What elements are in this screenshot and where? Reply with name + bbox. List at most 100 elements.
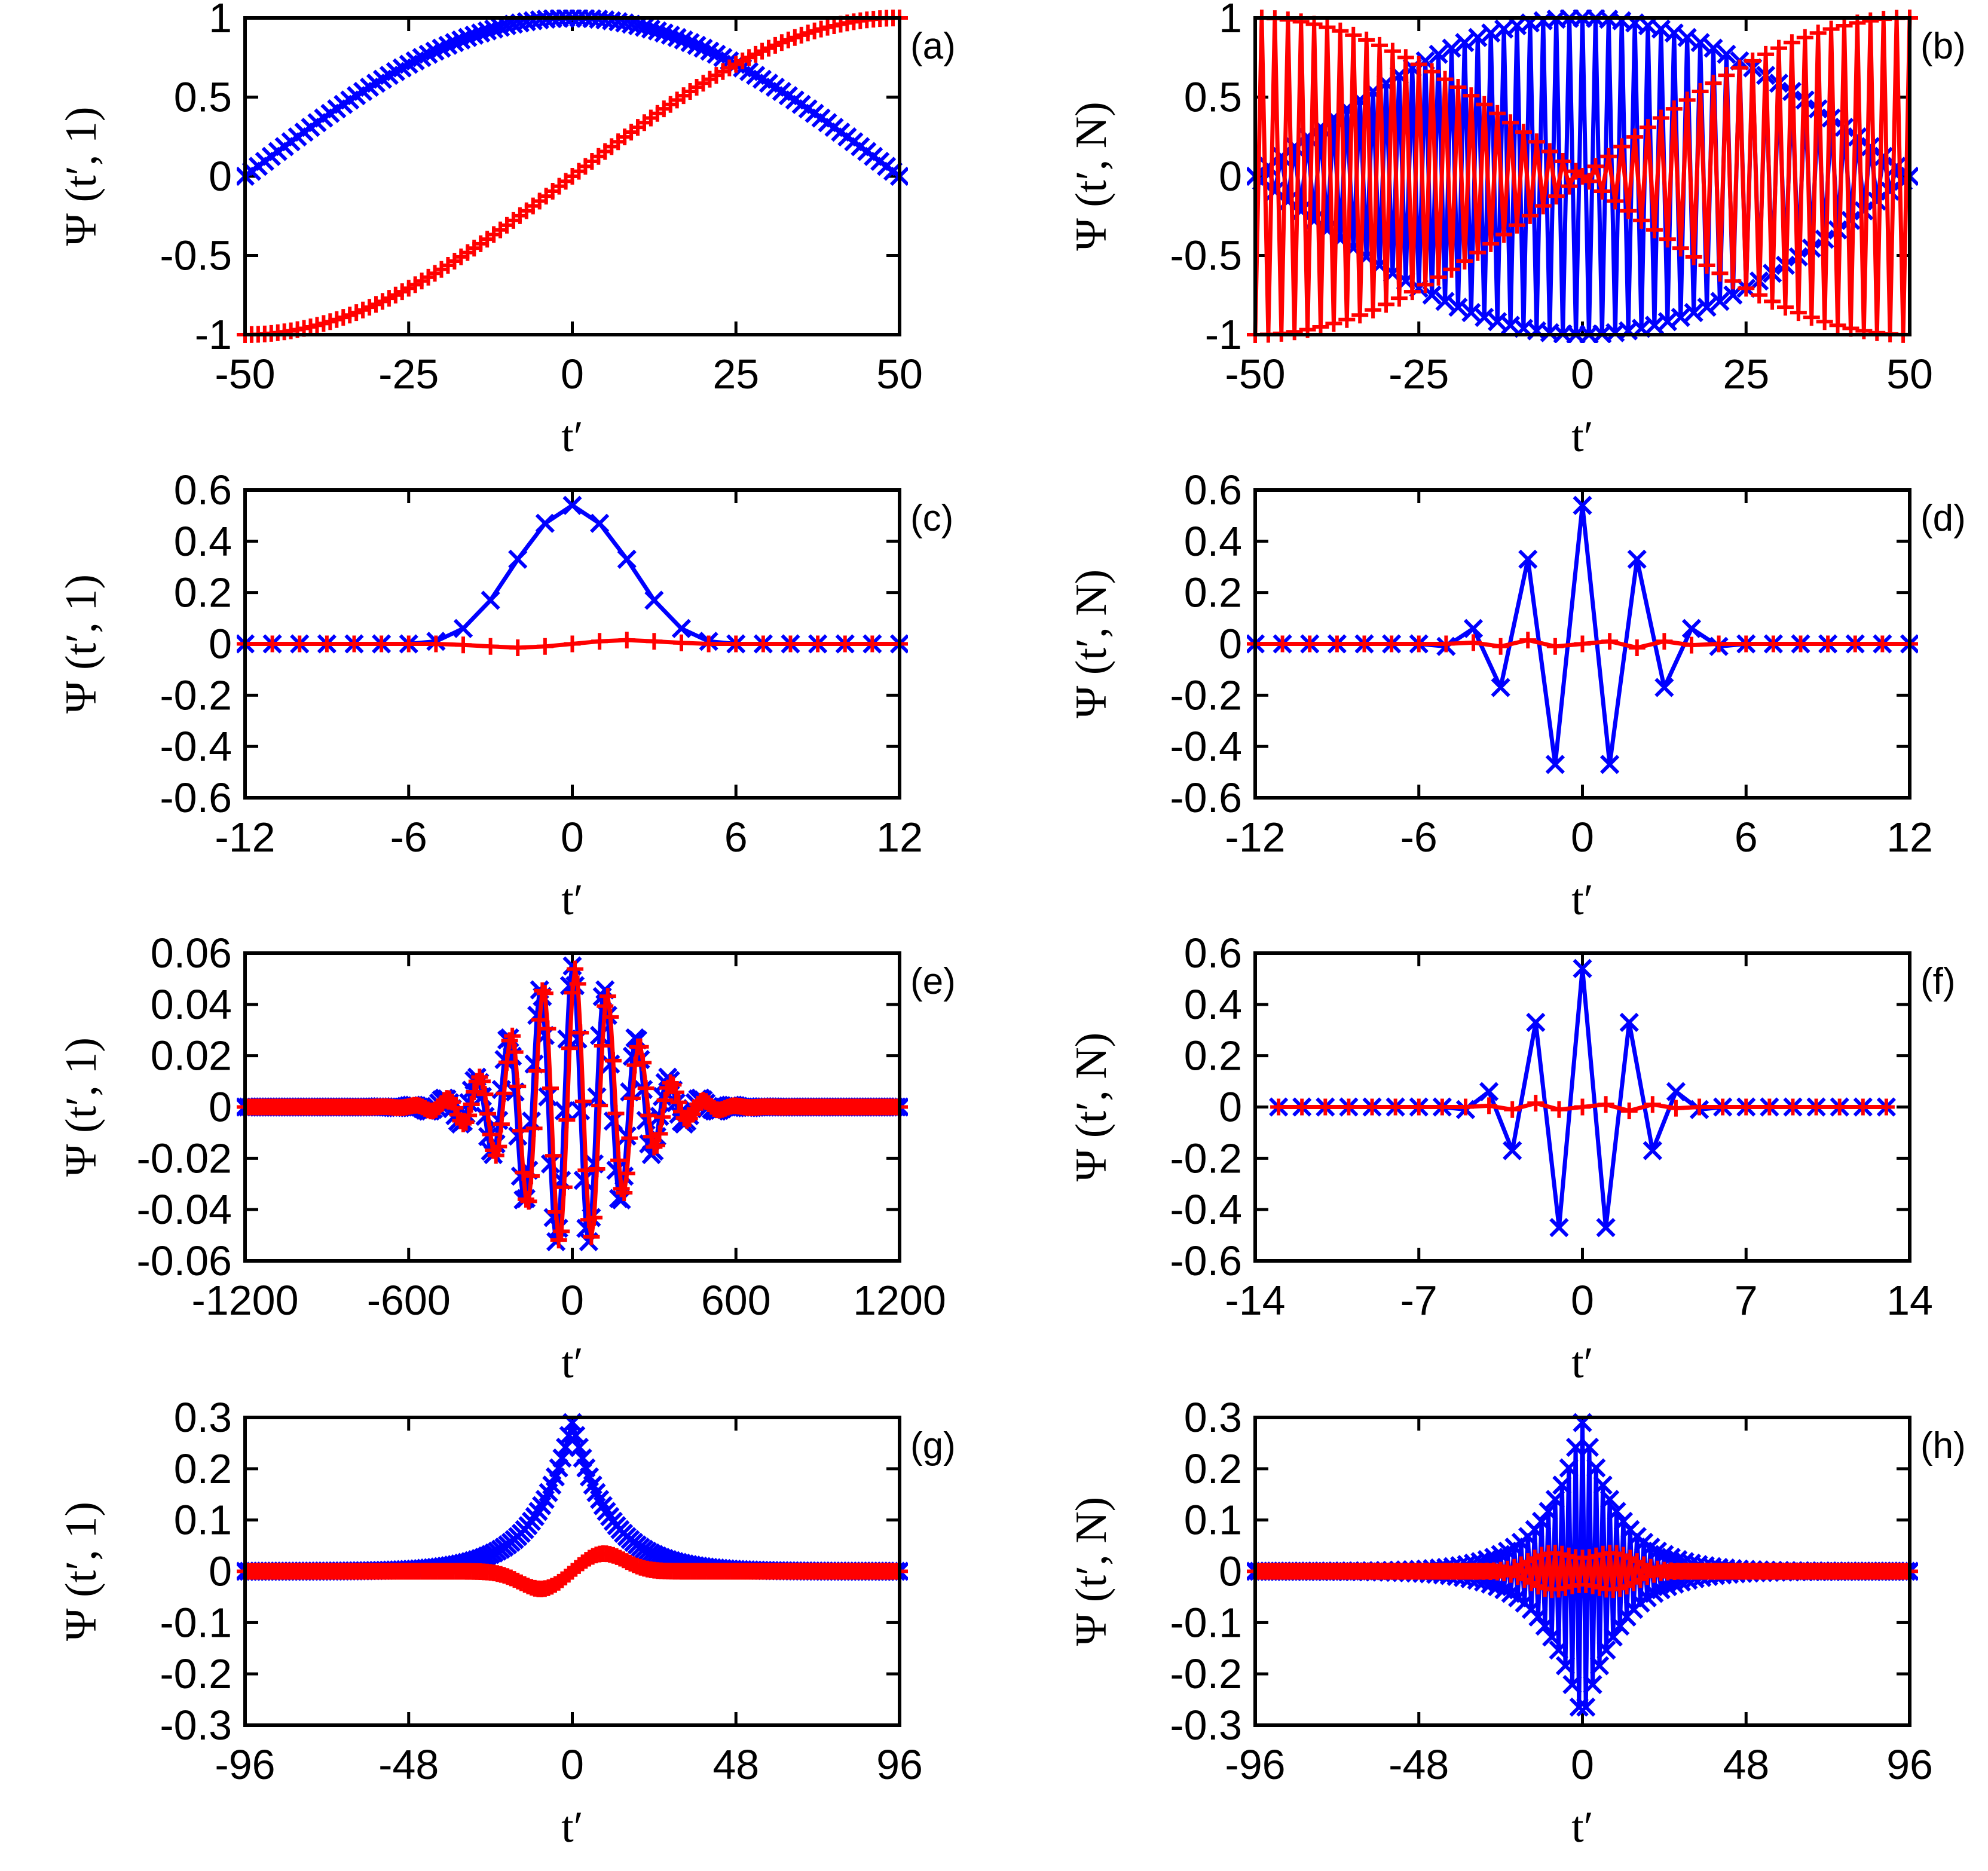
data-point-red-plus (509, 1078, 527, 1095)
data-point-blue-x (1569, 1697, 1589, 1717)
y-tick-label: -0.02 (136, 1135, 232, 1181)
series-line-blue-x (245, 503, 900, 646)
y-tick-label: 0 (209, 621, 232, 667)
plot-area (237, 956, 908, 1251)
data-point-red-plus (1365, 301, 1382, 319)
data-point-red-plus (1698, 256, 1715, 274)
data-point-blue-x (571, 1101, 591, 1120)
data-point-red-plus (564, 984, 581, 1002)
data-point-red-plus (662, 1074, 679, 1091)
data-point-blue-x (1643, 1141, 1662, 1160)
data-point-blue-x (1573, 495, 1592, 515)
data-point-blue-x (1535, 1616, 1555, 1636)
data-point-red-plus (1803, 309, 1820, 326)
data-point-red-plus (1646, 221, 1663, 238)
data-point-red-plus (531, 1011, 548, 1028)
data-point-red-plus (1620, 202, 1637, 219)
data-point-red-plus (1626, 128, 1644, 146)
data-point-red-plus (515, 1164, 532, 1181)
data-point-red-plus (1456, 252, 1473, 270)
data-point-red-plus (1644, 1096, 1661, 1113)
data-point-red-plus (496, 1085, 513, 1102)
data-point-red-plus (1465, 634, 1482, 651)
data-point-red-plus (782, 635, 799, 653)
data-point-blue-x (569, 1437, 589, 1457)
y-tick-label: 0.5 (174, 74, 232, 121)
data-point-red-plus (864, 635, 881, 653)
data-point-red-plus (591, 633, 608, 650)
data-point-blue-x (1651, 19, 1671, 39)
data-point-red-plus (345, 635, 363, 653)
panel-h: -96 -48 0 48 96-0.3-0.2-0.100.10.20.3t′Ψ (t′… (1067, 1394, 1966, 1852)
data-point-red-plus (291, 635, 308, 653)
data-point-red-plus (1714, 1098, 1732, 1116)
data-point-red-plus (493, 1116, 510, 1133)
y-tick-label: -0.1 (1170, 1599, 1242, 1646)
y-tick-label: -0.2 (160, 1650, 232, 1697)
data-point-blue-x (1619, 1012, 1639, 1033)
data-point-blue-x (1596, 1640, 1616, 1660)
x-tick-label: -7 (1400, 1277, 1438, 1324)
y-tick-label: 0 (1219, 153, 1242, 200)
data-point-blue-x (1573, 959, 1592, 978)
data-point-red-plus (1351, 307, 1369, 324)
y-tick-label: 0 (209, 1548, 232, 1595)
data-point-red-plus (1519, 632, 1537, 649)
data-point-red-plus (542, 1080, 559, 1097)
data-point-red-plus (623, 1089, 641, 1107)
plot-frame (1253, 488, 1911, 800)
data-point-red-plus (635, 1054, 652, 1071)
data-point-red-plus (1489, 105, 1506, 122)
data-point-blue-x (1717, 44, 1736, 64)
series-markers-red-plus (237, 1545, 908, 1597)
data-point-red-plus (1854, 1098, 1871, 1116)
x-tick-label: -96 (215, 1741, 275, 1788)
y-tick-label: -0.5 (160, 232, 232, 279)
panel-label: (h) (1920, 1425, 1966, 1466)
data-point-red-plus (586, 1209, 602, 1226)
series-markers-blue-x (237, 1413, 908, 1581)
data-point-red-plus (673, 634, 690, 651)
data-point-red-plus (1656, 633, 1673, 650)
series-line-blue-x (245, 1420, 900, 1573)
data-point-red-plus (648, 1137, 665, 1154)
data-point-red-plus (1816, 313, 1833, 330)
data-point-red-plus (545, 1147, 562, 1165)
data-point-red-plus (643, 1128, 660, 1146)
data-point-red-plus (1710, 635, 1727, 653)
series-line-blue-x (1279, 966, 1886, 1230)
data-point-red-plus (599, 988, 616, 1005)
data-point-red-plus (1784, 1098, 1802, 1116)
data-point-blue-x (1697, 298, 1717, 317)
data-point-red-plus (1279, 11, 1296, 29)
data-point-red-plus (1332, 22, 1349, 39)
data-point-blue-x (1442, 38, 1461, 58)
data-point-red-plus (1561, 177, 1578, 195)
data-point-blue-x (1690, 33, 1710, 53)
data-point-blue-x (453, 618, 473, 638)
data-point-red-plus (509, 639, 527, 656)
x-tick-label: 50 (1886, 351, 1933, 397)
data-point-red-plus (1387, 1098, 1404, 1116)
data-point-blue-x (601, 1054, 620, 1074)
data-point-red-plus (594, 1037, 611, 1055)
data-point-red-plus (727, 635, 745, 653)
data-point-red-plus (1476, 96, 1493, 113)
data-point-blue-x (554, 1101, 574, 1120)
data-point-red-plus (318, 635, 335, 653)
data-point-red-plus (1547, 188, 1565, 205)
data-point-blue-x (1468, 27, 1488, 47)
x-tick-label: -50 (215, 351, 275, 397)
x-tick-label: 0 (1571, 1741, 1594, 1788)
data-point-red-plus (1383, 635, 1400, 653)
data-point-red-plus (512, 1122, 529, 1140)
data-point-red-plus (1449, 79, 1467, 96)
data-point-red-plus (1410, 635, 1427, 653)
series-line-blue-x (1255, 503, 1910, 767)
data-point-red-plus (1836, 17, 1853, 34)
data-point-blue-x (1475, 307, 1494, 327)
data-point-red-plus (1270, 1098, 1287, 1116)
x-tick-label: -25 (378, 351, 439, 397)
x-tick-label: 25 (1723, 351, 1769, 397)
